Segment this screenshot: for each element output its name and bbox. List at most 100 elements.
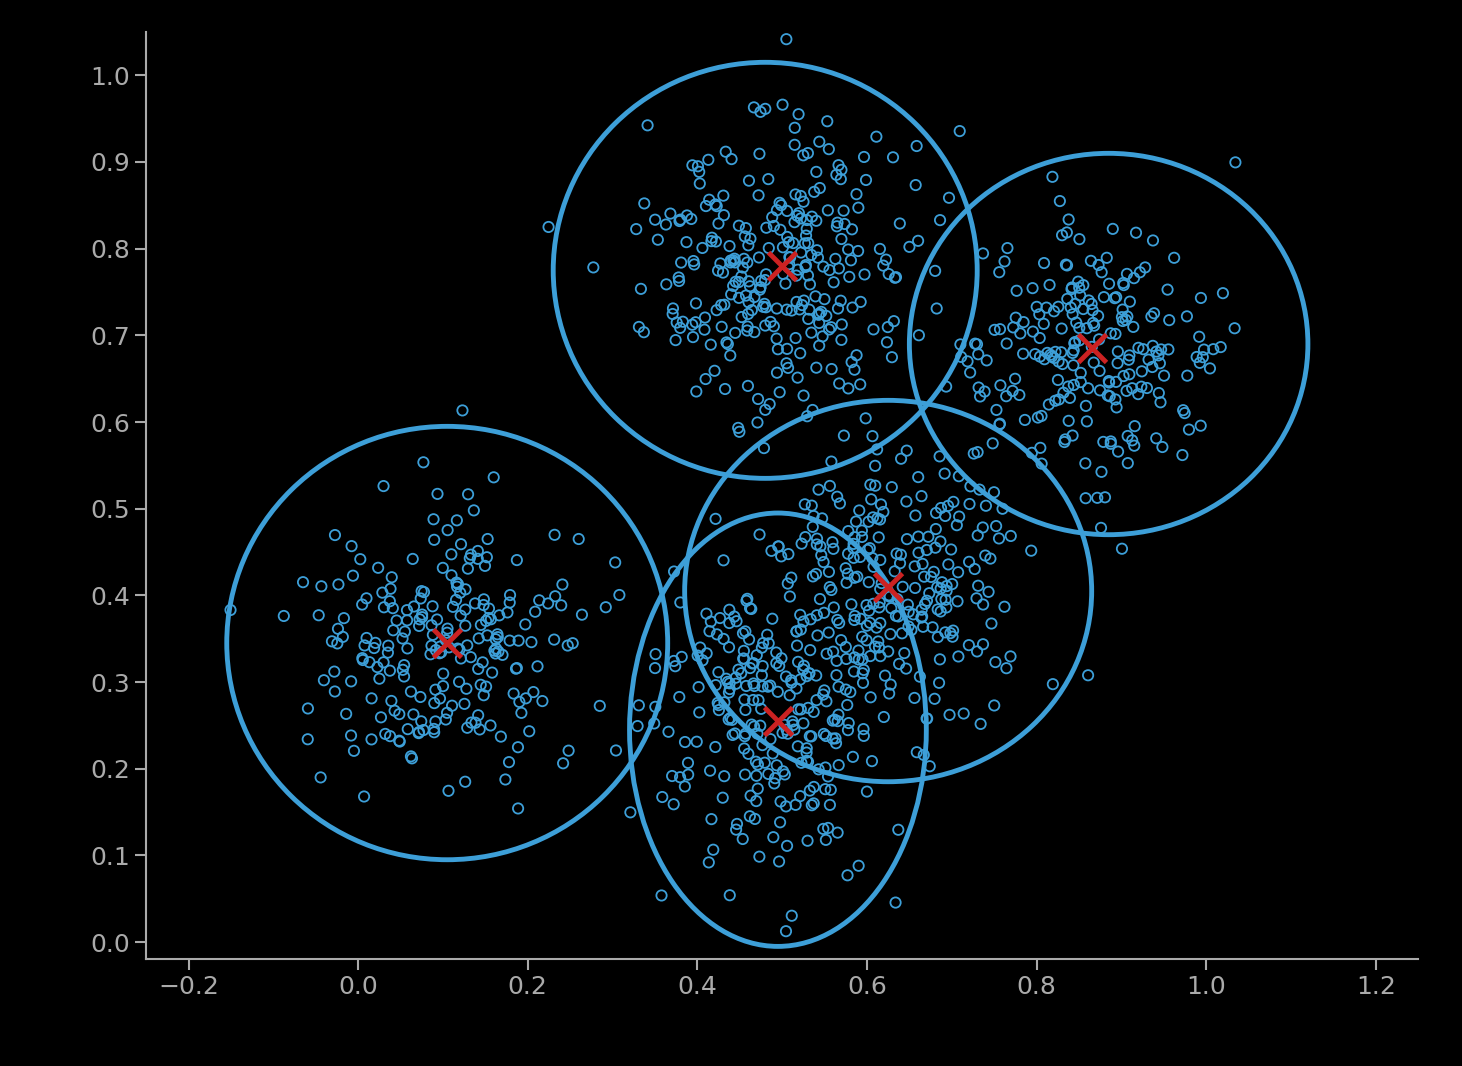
Point: [868, 240, 892, 257]
Point: [718, 639, 741, 656]
Point: [341, 567, 364, 584]
Point: [668, 211, 692, 228]
Point: [1019, 543, 1042, 560]
Point: [889, 450, 912, 467]
Point: [836, 546, 860, 563]
Point: [399, 748, 423, 765]
Point: [749, 103, 772, 120]
Point: [769, 548, 792, 565]
Point: [1189, 354, 1212, 371]
Point: [896, 596, 920, 613]
Point: [1104, 289, 1127, 306]
Point: [447, 674, 471, 691]
Point: [1044, 392, 1067, 409]
Point: [826, 824, 849, 841]
Point: [1098, 275, 1121, 292]
Point: [1116, 454, 1139, 471]
Point: [1037, 395, 1060, 413]
Point: [871, 503, 895, 520]
Point: [792, 496, 816, 513]
Point: [751, 678, 775, 695]
Point: [982, 321, 1006, 338]
Point: [1041, 676, 1064, 693]
Point: [968, 388, 991, 405]
Point: [1080, 338, 1104, 355]
Point: [772, 763, 795, 780]
Point: [952, 705, 975, 722]
Point: [789, 244, 813, 261]
Point: [700, 229, 724, 246]
Point: [655, 276, 678, 293]
Point: [765, 644, 788, 661]
Point: [893, 645, 917, 662]
Point: [779, 569, 803, 586]
Point: [988, 321, 1012, 338]
Point: [712, 630, 735, 647]
Point: [756, 626, 779, 643]
Point: [687, 679, 711, 696]
Point: [1110, 540, 1133, 558]
Point: [804, 288, 827, 305]
Point: [851, 675, 874, 692]
Point: [765, 365, 788, 382]
Point: [355, 589, 379, 607]
Point: [803, 778, 826, 795]
Point: [868, 648, 892, 665]
Point: [934, 582, 958, 599]
Point: [440, 546, 463, 563]
Point: [867, 529, 890, 546]
Point: [709, 296, 732, 313]
Point: [367, 560, 390, 577]
Point: [785, 207, 808, 224]
Point: [1056, 290, 1079, 307]
Point: [737, 273, 760, 290]
Point: [1142, 305, 1165, 322]
Point: [716, 336, 740, 353]
Point: [817, 563, 841, 580]
Point: [366, 659, 389, 676]
Point: [769, 793, 792, 810]
Point: [842, 549, 866, 566]
Point: [383, 702, 406, 720]
Point: [787, 369, 810, 386]
Point: [930, 500, 953, 517]
Point: [873, 709, 896, 726]
Point: [806, 536, 829, 553]
Point: [795, 221, 819, 238]
Point: [716, 711, 740, 728]
Point: [994, 660, 1018, 677]
Point: [768, 194, 791, 211]
Point: [921, 618, 944, 635]
Point: [1116, 427, 1139, 445]
Point: [747, 692, 770, 709]
Point: [795, 753, 819, 770]
Point: [759, 677, 782, 694]
Point: [507, 632, 531, 649]
Point: [624, 221, 648, 238]
Point: [825, 734, 848, 752]
Point: [746, 647, 769, 664]
Point: [1099, 433, 1123, 450]
Point: [518, 723, 541, 740]
Point: [428, 645, 452, 662]
Point: [813, 604, 836, 621]
Point: [836, 379, 860, 397]
Point: [817, 624, 841, 641]
Point: [463, 714, 487, 731]
Point: [1123, 437, 1146, 454]
Point: [444, 592, 468, 609]
Point: [1089, 519, 1113, 536]
Point: [406, 725, 430, 742]
Point: [804, 692, 827, 709]
Point: [877, 685, 901, 702]
Point: [1061, 427, 1085, 445]
Point: [424, 642, 447, 659]
Point: [866, 510, 889, 527]
Point: [1051, 384, 1075, 401]
Point: [842, 612, 866, 629]
Point: [705, 233, 728, 251]
Point: [387, 706, 411, 723]
Point: [811, 821, 835, 838]
Point: [876, 319, 899, 336]
Point: [940, 540, 963, 558]
